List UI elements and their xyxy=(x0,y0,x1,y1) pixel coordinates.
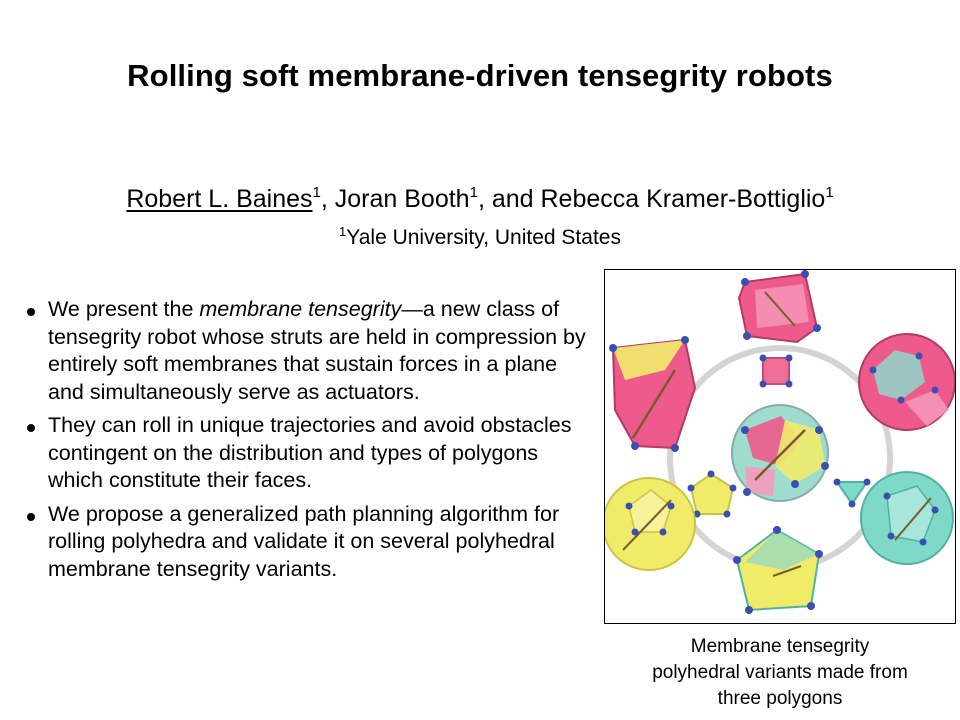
polyhedra-figure xyxy=(604,269,956,624)
caption-line: polyhedral variants made from xyxy=(652,662,908,683)
affiliation-marker: 1 xyxy=(469,184,478,201)
bullet-item: We present the membrane tensegrity—a new… xyxy=(26,296,598,406)
affiliation-text: Yale University, United States xyxy=(346,226,621,249)
bullet-dot-icon xyxy=(27,308,35,316)
yellow-pentagon-face xyxy=(687,470,737,518)
bullet-text: We propose a generalized path planning a… xyxy=(48,501,560,581)
bullet-item: We propose a generalized path planning a… xyxy=(26,501,598,584)
pink-yellow-polyhedron xyxy=(609,336,697,452)
bullet-emphasis: membrane tensegrity xyxy=(199,297,402,321)
figure-caption: Membrane tensegrity polyhedral variants … xyxy=(604,634,956,712)
yellow-teal-polyhedron xyxy=(733,526,823,614)
bullet-dot-icon xyxy=(27,512,35,521)
affiliation-marker: 1 xyxy=(825,184,834,201)
first-author-name: Robert L. Baines xyxy=(126,185,313,213)
pink-teal-polyhedron xyxy=(858,333,955,431)
affiliation: 1Yale University, United States xyxy=(0,224,960,250)
mixed-center-polyhedron xyxy=(731,404,829,502)
third-author-name: , and Rebecca Kramer-Bottiglio xyxy=(477,185,826,213)
bullet-text: —a new class of tensegrity robot whose s… xyxy=(48,297,586,404)
author-list: Robert L. Baines1, Joran Booth1, and Reb… xyxy=(0,185,960,214)
affiliation-marker: 1 xyxy=(339,224,347,239)
pink-square-face xyxy=(759,354,793,388)
affiliation-marker: 1 xyxy=(312,184,321,201)
teal-icosahedron xyxy=(860,471,954,565)
bullet-list: We present the membrane tensegrity—a new… xyxy=(26,296,598,589)
bullet-dot-icon xyxy=(27,424,35,432)
slide-title: Rolling soft membrane-driven tensegrity … xyxy=(127,58,833,93)
pink-cube-polyhedron xyxy=(737,270,821,344)
caption-line: three polygons xyxy=(717,688,843,709)
bullet-item: They can roll in unique trajectories and… xyxy=(26,412,598,495)
polyhedra-illustration xyxy=(605,270,955,614)
second-author-name: , Joran Booth xyxy=(320,185,470,213)
caption-line: Membrane tensegrity xyxy=(690,636,870,657)
yellow-dodecahedron xyxy=(605,477,696,571)
bullet-text: We present the xyxy=(48,297,200,321)
teal-triangle-face xyxy=(833,478,871,508)
bullet-text: They can roll in unique trajectories and… xyxy=(48,413,572,492)
